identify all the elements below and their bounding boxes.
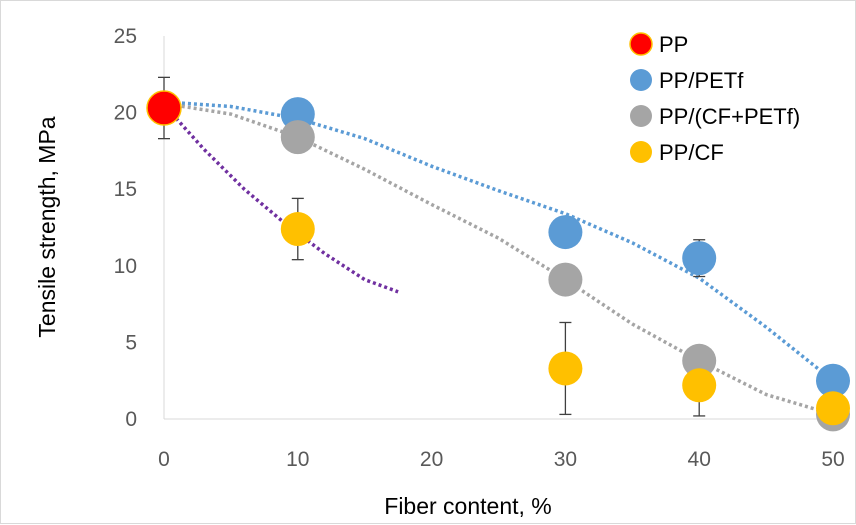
data-point <box>146 90 182 126</box>
trendline <box>163 101 834 417</box>
legend-label: PP <box>659 32 688 57</box>
legend-marker <box>629 32 653 56</box>
trendline <box>163 100 835 383</box>
y-tick-label: 10 <box>114 255 137 278</box>
legend-marker <box>630 105 652 127</box>
error-bars <box>158 76 706 417</box>
trendlines <box>162 100 835 417</box>
y-tick-label: 15 <box>114 178 137 201</box>
data-points <box>146 90 850 432</box>
tick-labels: 0 10 20 30 40 50 0 5 10 15 20 25 <box>114 25 845 471</box>
data-point <box>280 212 315 247</box>
data-point <box>280 120 315 155</box>
data-point <box>682 368 717 403</box>
data-point <box>816 363 850 398</box>
x-tick-label: 50 <box>821 448 844 471</box>
x-tick-label: 10 <box>286 448 309 471</box>
y-axis-title: Tensile strength, MPa <box>34 116 60 337</box>
x-tick-label: 20 <box>420 448 443 471</box>
data-point <box>548 262 583 297</box>
data-point <box>816 391 850 426</box>
x-tick-label: 0 <box>158 448 170 471</box>
legend-label: PP/PETf <box>659 68 744 93</box>
data-point <box>682 241 717 276</box>
y-tick-label: 25 <box>114 25 137 48</box>
y-tick-label: 0 <box>125 408 137 431</box>
legend-marker <box>630 69 652 91</box>
x-tick-label: 30 <box>554 448 577 471</box>
legend-marker <box>630 141 652 163</box>
data-point <box>682 343 717 378</box>
legend-label: PP/(CF+PETf) <box>659 104 800 129</box>
legend: PP PP/PETf PP/(CF+PETf) PP/CF <box>629 32 800 165</box>
x-axis-title: Fiber content, % <box>384 493 551 519</box>
y-tick-label: 5 <box>125 331 137 354</box>
data-point <box>548 215 583 250</box>
x-tick-label: 40 <box>688 448 711 471</box>
legend-label: PP/CF <box>659 140 724 165</box>
data-point <box>548 351 583 386</box>
y-tick-label: 20 <box>114 102 137 125</box>
